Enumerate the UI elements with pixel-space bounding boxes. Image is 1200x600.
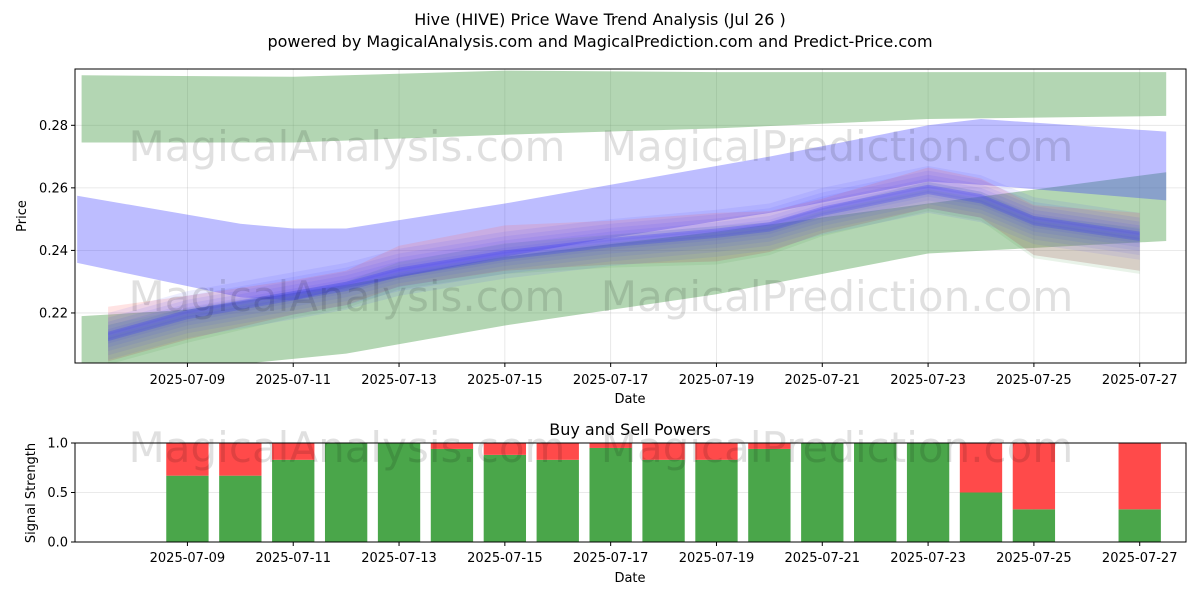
signal-x-tick-label: 2025-07-13 bbox=[361, 551, 437, 566]
sell-bar bbox=[483, 443, 527, 455]
buy-bar bbox=[219, 475, 262, 542]
chart-subtitle: powered by MagicalAnalysis.com and Magic… bbox=[267, 32, 932, 51]
signal-x-ticks: 2025-07-09 2025-07-11 2025-07-13 2025-07-15… bbox=[150, 542, 1178, 566]
price-x-tick-label: 2025-07-11 bbox=[255, 373, 331, 388]
price-y-tick-label: 0.22 bbox=[39, 306, 68, 321]
price-x-tick-label: 2025-07-13 bbox=[361, 373, 437, 388]
watermark-text: MagicalAnalysis.com bbox=[129, 272, 566, 321]
price-x-tick-label: 2025-07-15 bbox=[467, 373, 543, 388]
signal-bars bbox=[166, 443, 1161, 542]
price-x-ticks: 2025-07-09 2025-07-11 2025-07-13 2025-07-15… bbox=[150, 363, 1178, 388]
buy-bar bbox=[642, 459, 685, 542]
sell-bar bbox=[1012, 443, 1056, 510]
signal-x-axis-label: Date bbox=[614, 571, 645, 586]
price-x-tick-label: 2025-07-27 bbox=[1102, 373, 1178, 388]
price-x-tick-label: 2025-07-25 bbox=[996, 373, 1072, 388]
buy-bar bbox=[959, 492, 1003, 542]
buy-bar bbox=[695, 459, 738, 542]
watermark-text: MagicalPrediction.com bbox=[601, 122, 1074, 171]
sell-bar bbox=[219, 443, 262, 476]
blue-prediction-band bbox=[77, 119, 1167, 301]
buy-bar bbox=[906, 443, 950, 542]
price-grid bbox=[75, 69, 1186, 363]
price-watermarks: MagicalAnalysis.com MagicalPrediction.co… bbox=[129, 122, 1074, 321]
buy-bar bbox=[536, 459, 579, 542]
sell-bar bbox=[959, 443, 1003, 493]
sell-bar bbox=[1118, 443, 1161, 510]
signal-y-tick-label: 0.5 bbox=[47, 486, 68, 501]
signal-x-tick-label: 2025-07-09 bbox=[150, 551, 226, 566]
green-prediction-band bbox=[81, 172, 1167, 363]
price-y-tick-label: 0.24 bbox=[39, 244, 68, 259]
watermark-text: MagicalAnalysis.com bbox=[129, 122, 566, 171]
price-y-ticks: 0.22 0.24 0.26 0.28 bbox=[39, 119, 75, 321]
price-series-layer bbox=[77, 70, 1167, 363]
sell-bar bbox=[748, 443, 791, 449]
signal-y-tick-label: 1.0 bbox=[47, 437, 68, 452]
watermark-text: MagicalAnalysis.com bbox=[129, 423, 566, 472]
watermark-text: MagicalPrediction.com bbox=[601, 423, 1074, 472]
sell-bar bbox=[536, 443, 579, 460]
signal-x-tick-label: 2025-07-23 bbox=[890, 551, 966, 566]
price-y-tick-label: 0.28 bbox=[39, 119, 68, 134]
sell-bar bbox=[430, 443, 474, 449]
signal-x-tick-label: 2025-07-17 bbox=[573, 551, 649, 566]
watermark-text: MagicalPrediction.com bbox=[601, 272, 1074, 321]
signal-watermarks: MagicalAnalysis.com MagicalPrediction.co… bbox=[129, 423, 1074, 472]
buy-bar bbox=[1012, 509, 1056, 542]
sell-bar bbox=[642, 443, 685, 460]
buy-bar bbox=[854, 443, 897, 542]
signal-x-tick-label: 2025-07-27 bbox=[1102, 551, 1178, 566]
buy-bar bbox=[377, 443, 421, 542]
price-x-tick-label: 2025-07-17 bbox=[573, 373, 649, 388]
buy-bar bbox=[589, 447, 632, 542]
buy-bar bbox=[748, 448, 791, 542]
buy-bar bbox=[166, 475, 209, 542]
price-x-axis-label: Date bbox=[614, 392, 645, 407]
sell-bar bbox=[166, 443, 209, 476]
price-panel: MagicalAnalysis.com MagicalPrediction.co… bbox=[15, 68, 1187, 407]
signal-x-tick-label: 2025-07-25 bbox=[996, 551, 1072, 566]
price-x-tick-label: 2025-07-19 bbox=[679, 373, 755, 388]
buy-bar bbox=[272, 459, 315, 542]
signal-y-ticks: 0.0 0.5 1.0 bbox=[47, 437, 75, 551]
sell-bar bbox=[272, 443, 315, 460]
buy-bar bbox=[483, 454, 527, 542]
green-prediction-band bbox=[81, 70, 1167, 143]
red-wave-band bbox=[108, 167, 1140, 362]
signal-panel: Buy and Sell Powers MagicalAnalysis.com … bbox=[24, 420, 1187, 586]
price-axes-frame bbox=[74, 68, 1187, 364]
buy-bar bbox=[430, 448, 474, 542]
price-x-tick-label: 2025-07-21 bbox=[784, 373, 860, 388]
sell-bar bbox=[589, 443, 632, 448]
signal-x-tick-label: 2025-07-15 bbox=[467, 551, 543, 566]
buy-bar bbox=[801, 443, 844, 542]
chart-title: Hive (HIVE) Price Wave Trend Analysis (J… bbox=[414, 10, 786, 29]
signal-y-tick-label: 0.0 bbox=[47, 536, 68, 551]
price-y-tick-label: 0.26 bbox=[39, 181, 68, 196]
buy-bar bbox=[1118, 509, 1161, 542]
price-x-tick-label: 2025-07-23 bbox=[890, 373, 966, 388]
signal-x-tick-label: 2025-07-21 bbox=[784, 551, 860, 566]
buy-bar bbox=[324, 443, 368, 542]
signal-x-tick-label: 2025-07-11 bbox=[255, 551, 331, 566]
price-y-axis-label: Price bbox=[15, 200, 30, 232]
price-x-tick-label: 2025-07-09 bbox=[150, 373, 226, 388]
signal-y-axis-label: Signal Strength bbox=[24, 443, 39, 543]
signal-x-tick-label: 2025-07-19 bbox=[679, 551, 755, 566]
sell-bar bbox=[695, 443, 738, 460]
signal-panel-title: Buy and Sell Powers bbox=[549, 420, 711, 439]
